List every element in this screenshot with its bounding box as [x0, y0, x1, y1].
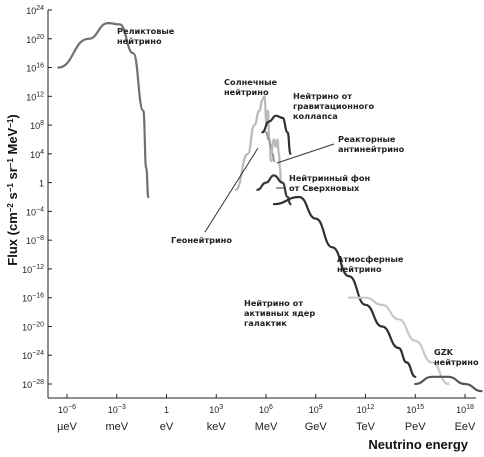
x-tick-label: 109 [309, 404, 323, 415]
y-tick-label: 10−8 [26, 235, 44, 246]
x-tick-label: 1018 [456, 404, 474, 415]
y-tick-label: 10−20 [22, 321, 44, 332]
series-gzk-line [414, 375, 483, 393]
x-tick-label: 1 [164, 405, 169, 415]
gzk-label: GZK нейтрино [434, 347, 479, 367]
series-layer [57, 21, 483, 393]
y-tick-label: 1016 [26, 63, 44, 74]
y-ticks: 1024 1020 1016 1012 108 104 1 10−4 10−8 10−12 10−1… [22, 5, 52, 390]
annotations: Реликтовые нейтрино Солнечные нейтрино Нейтр… [117, 26, 479, 367]
x-unit-label: eV [160, 421, 174, 433]
atmospheric-label: Атмосферные нейтрино [337, 254, 404, 274]
x-tick-label: 1015 [406, 404, 424, 415]
reactor-pointer [276, 143, 335, 164]
y-tick-label: 10−24 [22, 350, 44, 361]
y-tick-label: 10−12 [22, 264, 44, 275]
pointer-lines [204, 143, 335, 233]
x-ticks: 10−6 10−3 1 103 106 109 1012 1015 1018 µeV meV eV ke… [57, 394, 476, 433]
supernova-label: Нейтрино от гравитационного коллапса [293, 91, 374, 121]
y-tick-label: 104 [30, 149, 44, 160]
series-reactor-line [269, 138, 283, 184]
x-unit-label: GeV [305, 421, 328, 433]
geo-label: Геонейтрино [171, 235, 232, 245]
relic-label: Реликтовые нейтрино [117, 26, 175, 46]
x-unit-label: EeV [455, 421, 476, 433]
agn-label: Нейтрино от активных ядер галактик [244, 298, 315, 328]
series-supernova-line [261, 114, 292, 155]
reactor-label: Реакторные антинейтрино [338, 134, 405, 154]
series-geo-line [264, 131, 275, 163]
series-solar-line [234, 95, 273, 191]
y-tick-label: 1 [39, 179, 44, 189]
dsnb-label: Нейтринный фон от Сверхновых [289, 173, 370, 193]
x-tick-label: 1012 [357, 404, 375, 415]
x-tick-label: 10−6 [58, 404, 76, 415]
x-tick-label: 106 [259, 404, 273, 415]
y-tick-label: 1024 [26, 5, 44, 16]
x-unit-label: keV [207, 421, 227, 433]
x-axis-title: Neutrino energy [368, 437, 468, 452]
series-relic-line [57, 21, 150, 199]
series-dsnb-line [256, 174, 292, 206]
series-agn-line [347, 296, 450, 386]
series-atmospheric-line [272, 195, 417, 378]
x-unit-label: µeV [57, 421, 77, 433]
y-tick-label: 1020 [26, 34, 44, 45]
x-unit-label: meV [105, 421, 128, 433]
x-unit-label: TeV [356, 421, 376, 433]
x-unit-label: MeV [255, 421, 278, 433]
x-tick-label: 103 [209, 404, 223, 415]
solar-label: Солнечные нейтрино [224, 77, 278, 97]
y-tick-label: 10−28 [22, 379, 44, 390]
y-tick-label: 1012 [26, 91, 44, 102]
y-axis-title: Flux (cm−2 s−1 sr−1 MeV−1) [5, 114, 20, 265]
geo-pointer [204, 147, 259, 233]
x-unit-label: PeV [405, 421, 426, 433]
axes [47, 10, 476, 399]
y-tick-label: 10−4 [26, 206, 44, 217]
x-tick-label: 10−3 [108, 404, 126, 415]
y-tick-label: 108 [30, 120, 44, 131]
y-tick-label: 10−16 [22, 293, 44, 304]
